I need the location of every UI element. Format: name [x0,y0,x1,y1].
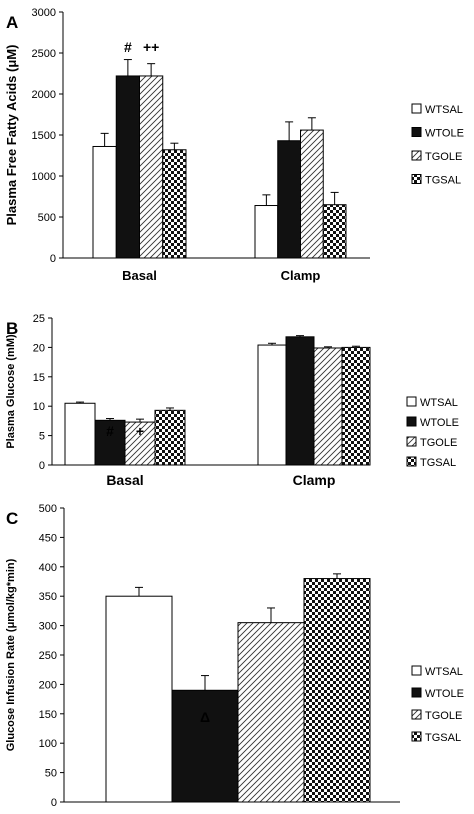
legend-swatch-tgsal [406,456,417,467]
bar-tgsal-clamp [322,204,347,259]
category-label: Basal [106,472,143,488]
y-tick-label: 5 [39,431,45,443]
bar-tgsal-basal [154,409,186,466]
legend-swatch-wtole [411,127,422,137]
y-tick-label: 1000 [32,171,56,183]
panel-label: B [6,319,18,338]
legend-swatch-wtsal [411,103,422,114]
legend-swatch-wtole [406,416,417,427]
y-tick-label: 350 [39,591,57,603]
y-tick-label: 2000 [32,89,56,101]
bar-wtsal-basal [64,402,96,466]
legend-swatch-tgole [411,709,422,720]
bar-tgole-clamp [313,347,343,466]
significance-marker: Δ [200,709,210,725]
legend-label-tgole: TGOLE [425,151,462,163]
significance-marker: # [106,423,114,439]
bar-tgsal-basal [162,149,187,259]
bar-wtole-basal [94,419,126,466]
y-tick-label: 2500 [32,48,56,60]
bar-tgole-clamp [300,129,324,259]
significance-marker: ++ [143,39,159,55]
y-tick-label: 20 [33,342,45,354]
bar-wtole-clamp [285,336,315,466]
y-tick-label: 500 [39,503,57,515]
bar-wtsal-clamp [257,344,287,466]
category-label: Basal [122,268,157,283]
y-tick-label: 1500 [32,130,56,142]
bar-wtsal-gir [105,595,173,803]
legend-label-tgole: TGOLE [425,710,462,722]
bar-tgole-basal [139,75,164,259]
bar-wtole-clamp [277,140,301,259]
category-label: Clamp [281,268,321,283]
bar-wtole-gir [171,689,239,803]
legend-swatch-wtsal [406,396,417,407]
y-tick-label: 50 [45,768,57,780]
y-tick-label: 100 [39,738,57,750]
y-tick-label: 200 [39,679,57,691]
legend-label-wtsal: WTSAL [425,666,463,678]
y-tick-label: 0 [39,460,45,472]
legend-label-tgole: TGOLE [420,437,457,449]
legend-swatch-tgsal [411,174,422,184]
y-axis-label: Plasma Free Fatty Acids (μM) [4,45,19,226]
y-axis-label: Plasma Glucose (mM) [5,334,17,449]
y-tick-label: 500 [38,212,56,224]
y-tick-label: 300 [39,621,57,633]
legend-label-wtole: WTOLE [425,688,464,700]
bar-tgsal-clamp [341,346,371,466]
legend-label-tgsal: TGSAL [425,175,461,187]
chart-panel-A: A 0 500 1000 1500 2000 2500 3000 Plasma Free Fat… [4,7,464,283]
bar-tgole-gir [237,622,305,803]
y-tick-label: 3000 [32,7,56,19]
y-axis-label: Glucose Infusion Rate (μmol/kg*min) [5,558,17,751]
y-tick-label: 15 [33,372,45,384]
significance-marker: + [136,423,144,439]
y-tick-label: 150 [39,709,57,721]
chart-panel-B: B 0 5 10 15 20 25 Plasma Glucose (mM) Basal Clamp… [5,313,459,488]
y-tick-label: 10 [33,401,45,413]
y-tick-label: 250 [39,650,57,662]
bar-wtsal-basal [92,145,117,259]
legend-label-wtsal: WTSAL [425,104,463,116]
y-tick-label: 0 [51,797,57,809]
bar-tgsal-gir [303,578,371,803]
y-tick-label: 400 [39,562,57,574]
panel-label: A [6,13,18,32]
legend-label-wtole: WTOLE [425,128,464,140]
legend-label-tgsal: TGSAL [420,457,456,469]
legend-label-wtole: WTOLE [420,417,459,429]
y-tick-label: 450 [39,532,57,544]
legend-swatch-wtsal [411,665,422,676]
legend-swatch-tgole [411,150,422,161]
y-tick-label: 25 [33,313,45,325]
panel-label: C [6,509,18,528]
legend-label-tgsal: TGSAL [425,732,461,744]
y-tick-label: 0 [50,253,56,265]
legend-swatch-wtole [411,687,422,698]
bar-wtole-basal [115,75,140,259]
category-label: Clamp [293,472,336,488]
legend-swatch-tgole [406,436,417,447]
chart-panel-C: C 0 50 100 150 200 250 300 350 400 450 500 Glucose I… [5,503,464,809]
legend-swatch-tgsal [411,731,422,742]
bar-wtsal-clamp [254,205,279,259]
significance-marker: # [124,39,132,55]
legend-label-wtsal: WTSAL [420,397,458,409]
